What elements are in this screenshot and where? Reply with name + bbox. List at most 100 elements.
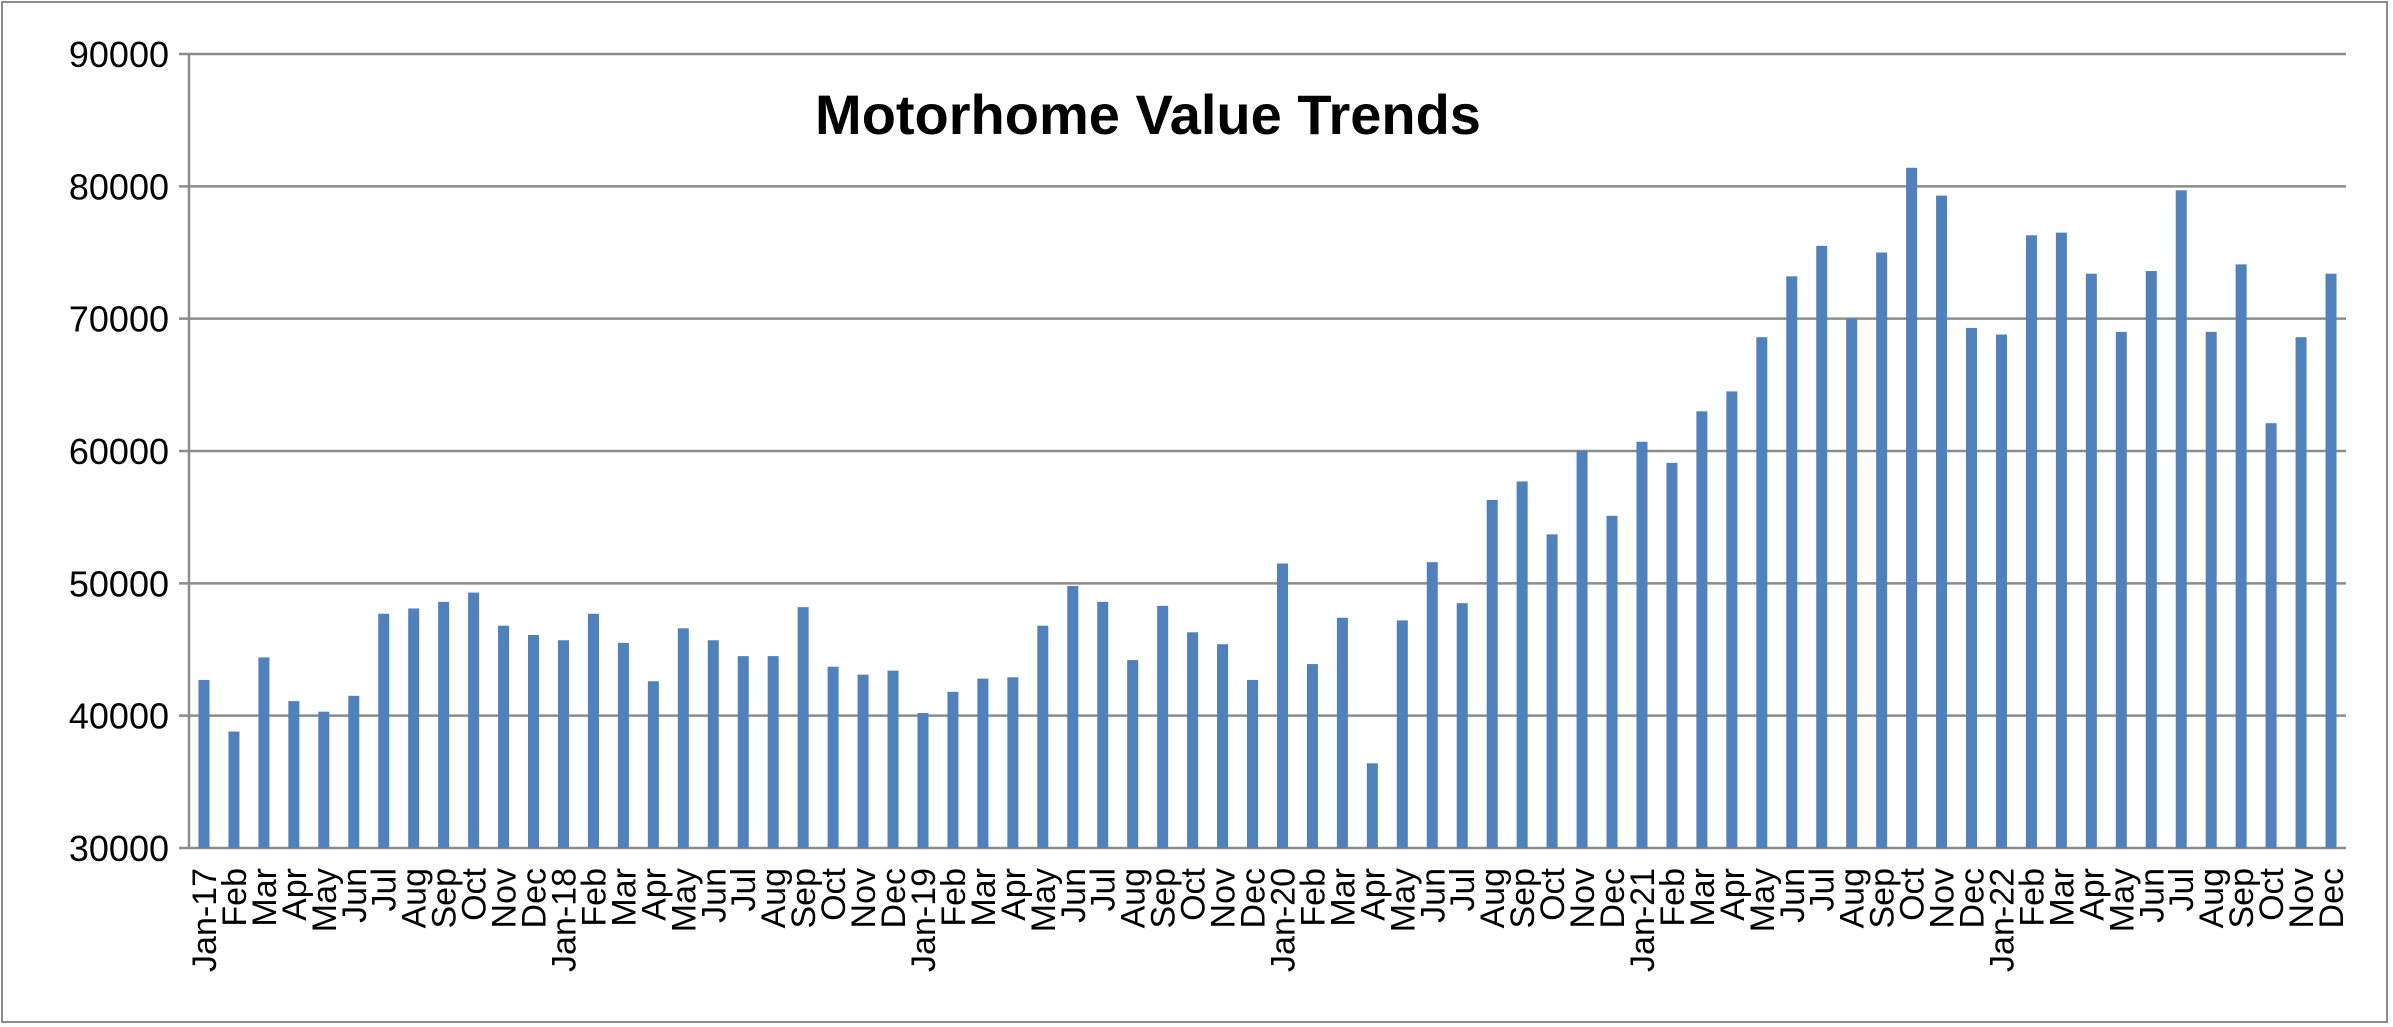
x-tick-label: Aug [1834, 868, 1872, 929]
bar [1966, 327, 1978, 848]
bar [1876, 252, 1888, 848]
y-tick-label: 80000 [69, 166, 169, 207]
x-tick-label: Nov [2283, 868, 2321, 928]
x-tick-label: Feb [216, 868, 254, 927]
x-tick-label: Oct [1894, 867, 1932, 920]
x-tick-label: Aug [396, 868, 434, 929]
bar [1217, 644, 1229, 848]
x-tick-label: Nov [1205, 868, 1243, 928]
bar [318, 711, 330, 848]
x-tick-label: Sep [1504, 868, 1542, 929]
bar [348, 695, 360, 848]
x-tick-label: Apr [2073, 868, 2111, 921]
x-tick-label: Mar [246, 868, 284, 927]
bar [1127, 660, 1139, 848]
bar [827, 666, 839, 848]
x-tick-label: Jul [2163, 868, 2201, 911]
x-tick-label: Jan-19 [905, 868, 943, 972]
bar [947, 691, 959, 848]
x-tick-label: Sep [785, 868, 823, 929]
bar [617, 642, 629, 848]
bar [767, 656, 779, 848]
bar [647, 681, 659, 848]
x-tick-label: Oct [815, 867, 853, 920]
x-tick-label: Jun [1055, 868, 1093, 923]
gridlines [179, 52, 2346, 850]
x-tick-label: Oct [1175, 867, 1213, 920]
x-tick-label: Sep [2223, 868, 2261, 929]
x-tick-label: Jul [366, 868, 404, 911]
x-tick-label: Mar [1324, 868, 1362, 927]
x-tick-label: Oct [2253, 867, 2291, 920]
y-tick-labels: 30000 40000 50000 60000 70000 80000 90000 [69, 34, 169, 869]
bar [2055, 232, 2067, 848]
bar [1576, 451, 1588, 848]
x-tick-label: Apr [635, 868, 673, 921]
x-tick-label: Jan-21 [1624, 868, 1662, 972]
x-tick-label: Feb [1654, 868, 1692, 927]
x-tick-label: Mar [2043, 868, 2081, 927]
bar [917, 713, 929, 848]
y-tick-label: 90000 [69, 34, 169, 75]
x-tick-label: Mar [605, 868, 643, 927]
x-tick-label: Jan-18 [545, 868, 583, 972]
bar [1276, 563, 1288, 848]
x-tick-label: Jan-20 [1264, 868, 1302, 972]
bar [408, 608, 420, 848]
bar [1816, 245, 1828, 849]
x-tick-label: May [1025, 868, 1063, 932]
bar [228, 731, 240, 848]
x-tick-label: Aug [1474, 868, 1512, 929]
bar [2175, 190, 2187, 848]
x-tick-label: Feb [935, 868, 973, 927]
x-tick-label: Dec [1954, 868, 1992, 928]
bar [797, 607, 809, 848]
x-tick-label: Jun [1414, 868, 1452, 923]
x-tick-label: Dec [1594, 868, 1632, 928]
bar [2325, 273, 2337, 848]
bar [1306, 664, 1318, 848]
x-tick-label: Feb [575, 868, 613, 927]
bar [1247, 679, 1259, 848]
bar [677, 628, 689, 848]
x-tick-label: May [1744, 868, 1782, 932]
y-tick-label: 50000 [69, 563, 169, 604]
x-tick-label: Aug [755, 868, 793, 929]
x-tick-label: Dec [875, 868, 913, 928]
x-tick-label: Jan-22 [1983, 868, 2021, 972]
x-tick-label: Feb [2013, 868, 2051, 927]
chart-title: Motorhome Value Trends [815, 83, 1481, 146]
bar [557, 640, 569, 848]
bar [1157, 605, 1169, 848]
bar [198, 679, 210, 848]
bar [258, 657, 270, 848]
bar [498, 625, 510, 848]
x-tick-label: Dec [516, 868, 554, 928]
x-tick-label: Mar [965, 868, 1003, 927]
bar [1007, 677, 1019, 848]
x-tick-label: Jun [1774, 868, 1812, 923]
x-tick-label: Jul [1085, 868, 1123, 911]
bar [1696, 411, 1708, 848]
x-tick-label: May [2103, 868, 2141, 932]
bar [1606, 515, 1618, 848]
bar [2265, 423, 2277, 848]
bar [1097, 601, 1109, 848]
bar [1546, 534, 1558, 848]
x-tick-label: May [306, 868, 344, 932]
bar [857, 674, 869, 848]
y-tick-label: 70000 [69, 299, 169, 340]
bar [1906, 167, 1918, 849]
x-tick-label: Apr [276, 868, 314, 921]
bar [1666, 462, 1678, 848]
bar-chart: 30000 40000 50000 60000 70000 80000 90000 Jan-… [69, 34, 2351, 972]
bar [2235, 264, 2247, 848]
bar [2145, 271, 2157, 848]
x-tick-label: Jan-17 [186, 868, 224, 972]
x-tick-label: Sep [1864, 868, 1902, 929]
x-tick-label: Jun [336, 868, 374, 923]
x-tick-label: Nov [1924, 868, 1962, 928]
x-tick-label: Jul [725, 868, 763, 911]
bar [887, 670, 899, 848]
